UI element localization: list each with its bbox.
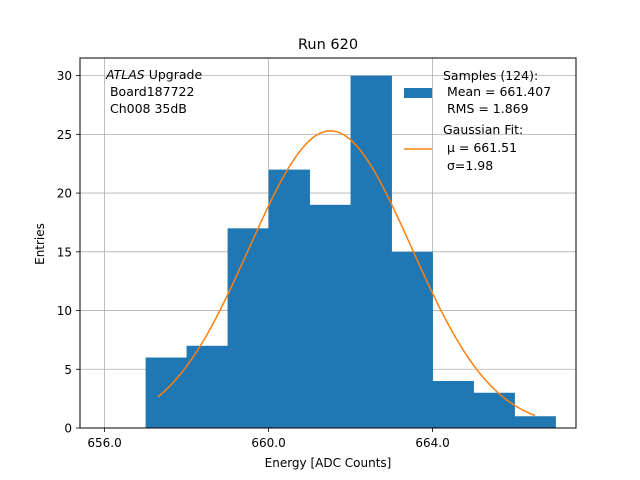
y-tick-label: 0 xyxy=(64,422,72,436)
upgrade-label: Upgrade xyxy=(145,67,203,82)
atlas-label: ATLAS xyxy=(105,67,145,82)
histogram-bar xyxy=(186,345,228,428)
y-axis-label: Entries xyxy=(33,223,47,265)
legend-samples-line-3: RMS = 1.869 xyxy=(443,101,529,116)
annotation-line-3: Ch008 35dB xyxy=(106,101,187,116)
x-axis-label: Energy [ADC Counts] xyxy=(265,456,392,470)
histogram-bar xyxy=(350,75,392,428)
legend-fit-line-2: μ = 661.51 xyxy=(443,140,517,155)
histogram-bar xyxy=(514,416,556,428)
legend-samples-line-2: Mean = 661.407 xyxy=(443,84,551,99)
legend-fit-line-3: σ=1.98 xyxy=(443,158,493,173)
annotation-line-1: ATLAS Upgrade xyxy=(105,67,202,82)
annotation-line-2: Board187722 xyxy=(106,84,194,99)
y-tick-label: 10 xyxy=(57,304,72,318)
histogram-bar xyxy=(309,204,351,428)
axis-ticks: 656.0 660.0 664.0 0 5 10 15 20 25 30 xyxy=(57,69,450,450)
histogram-bar xyxy=(145,357,187,428)
histogram-bar xyxy=(268,169,310,429)
legend-samples-swatch xyxy=(404,88,432,98)
y-tick-label: 15 xyxy=(57,245,72,259)
y-tick-label: 30 xyxy=(57,69,72,83)
x-tick-label: 664.0 xyxy=(415,436,449,450)
chart-title: Run 620 xyxy=(298,37,358,53)
legend-samples-line-1: Samples (124): xyxy=(443,68,538,83)
histogram-bar xyxy=(391,251,433,428)
histogram-bars xyxy=(145,75,556,429)
legend: Samples (124): Mean = 661.407 RMS = 1.86… xyxy=(404,68,551,173)
histogram-bar xyxy=(473,392,515,428)
y-tick-label: 20 xyxy=(57,187,72,201)
x-tick-label: 660.0 xyxy=(251,436,285,450)
x-tick-label: 656.0 xyxy=(87,436,121,450)
detector-annotation: ATLAS Upgrade Board187722 Ch008 35dB xyxy=(105,67,202,116)
histogram-bar xyxy=(227,228,269,428)
histogram-bar xyxy=(432,381,474,428)
plot-frame xyxy=(79,57,577,429)
y-tick-label: 5 xyxy=(64,363,72,377)
y-tick-label: 25 xyxy=(57,128,72,142)
gaussian-fit-curve xyxy=(157,130,536,417)
legend-fit-line-1: Gaussian Fit: xyxy=(443,122,523,137)
